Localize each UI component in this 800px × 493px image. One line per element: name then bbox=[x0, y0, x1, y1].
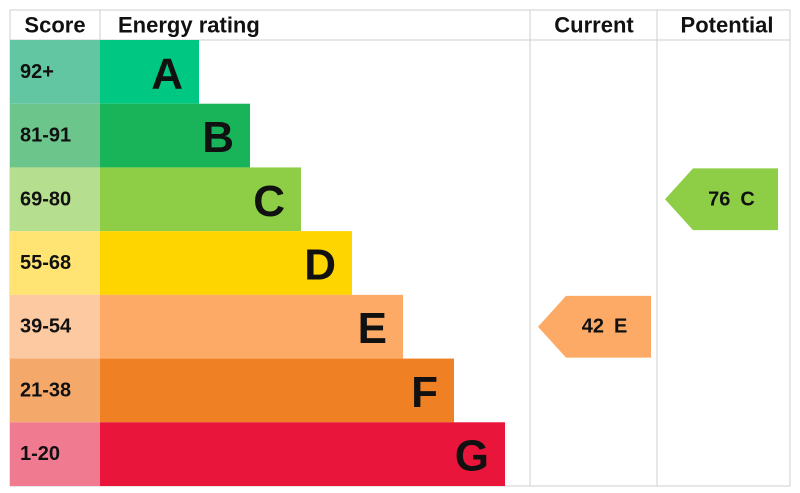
score-range: 39-54 bbox=[20, 316, 72, 338]
current-rating: E bbox=[614, 316, 627, 338]
band-bar bbox=[100, 294, 403, 359]
band-bar bbox=[100, 40, 199, 104]
band-letter: E bbox=[358, 304, 387, 353]
band-letter: D bbox=[304, 241, 336, 290]
potential-label: 76 C bbox=[708, 188, 755, 210]
score-range: 21-38 bbox=[20, 379, 71, 401]
score-cell bbox=[10, 294, 100, 359]
header-potential: Potential bbox=[681, 13, 774, 38]
band-bar bbox=[100, 103, 250, 168]
score-range: 69-80 bbox=[20, 188, 71, 210]
band-letter: G bbox=[455, 432, 489, 481]
header-score: Score bbox=[24, 13, 85, 38]
band-bar bbox=[100, 422, 505, 486]
header-current: Current bbox=[554, 13, 634, 38]
band-bar bbox=[100, 358, 454, 423]
score-cell bbox=[10, 40, 100, 104]
potential-arrow bbox=[665, 168, 778, 231]
score-range: 92+ bbox=[20, 61, 54, 83]
band-letter: B bbox=[202, 113, 234, 162]
band-letter: A bbox=[151, 49, 183, 98]
score-range: 55-68 bbox=[20, 252, 71, 274]
current-label: 42 E bbox=[582, 316, 628, 338]
score-cell bbox=[10, 231, 100, 295]
score-cell bbox=[10, 422, 100, 486]
band-bar bbox=[100, 167, 301, 232]
band-bar bbox=[100, 231, 352, 295]
score-range: 1-20 bbox=[20, 443, 60, 465]
score-cell bbox=[10, 167, 100, 232]
score-range: 81-91 bbox=[20, 125, 71, 147]
current-arrow bbox=[538, 295, 651, 358]
potential-rating: C bbox=[740, 188, 754, 210]
band-letter: F bbox=[411, 368, 438, 417]
header-rating: Energy rating bbox=[118, 13, 260, 38]
band-letter: C bbox=[253, 177, 285, 226]
potential-score: 76 bbox=[708, 188, 730, 210]
current-score: 42 bbox=[582, 316, 604, 338]
score-cell bbox=[10, 103, 100, 168]
score-cell bbox=[10, 358, 100, 423]
